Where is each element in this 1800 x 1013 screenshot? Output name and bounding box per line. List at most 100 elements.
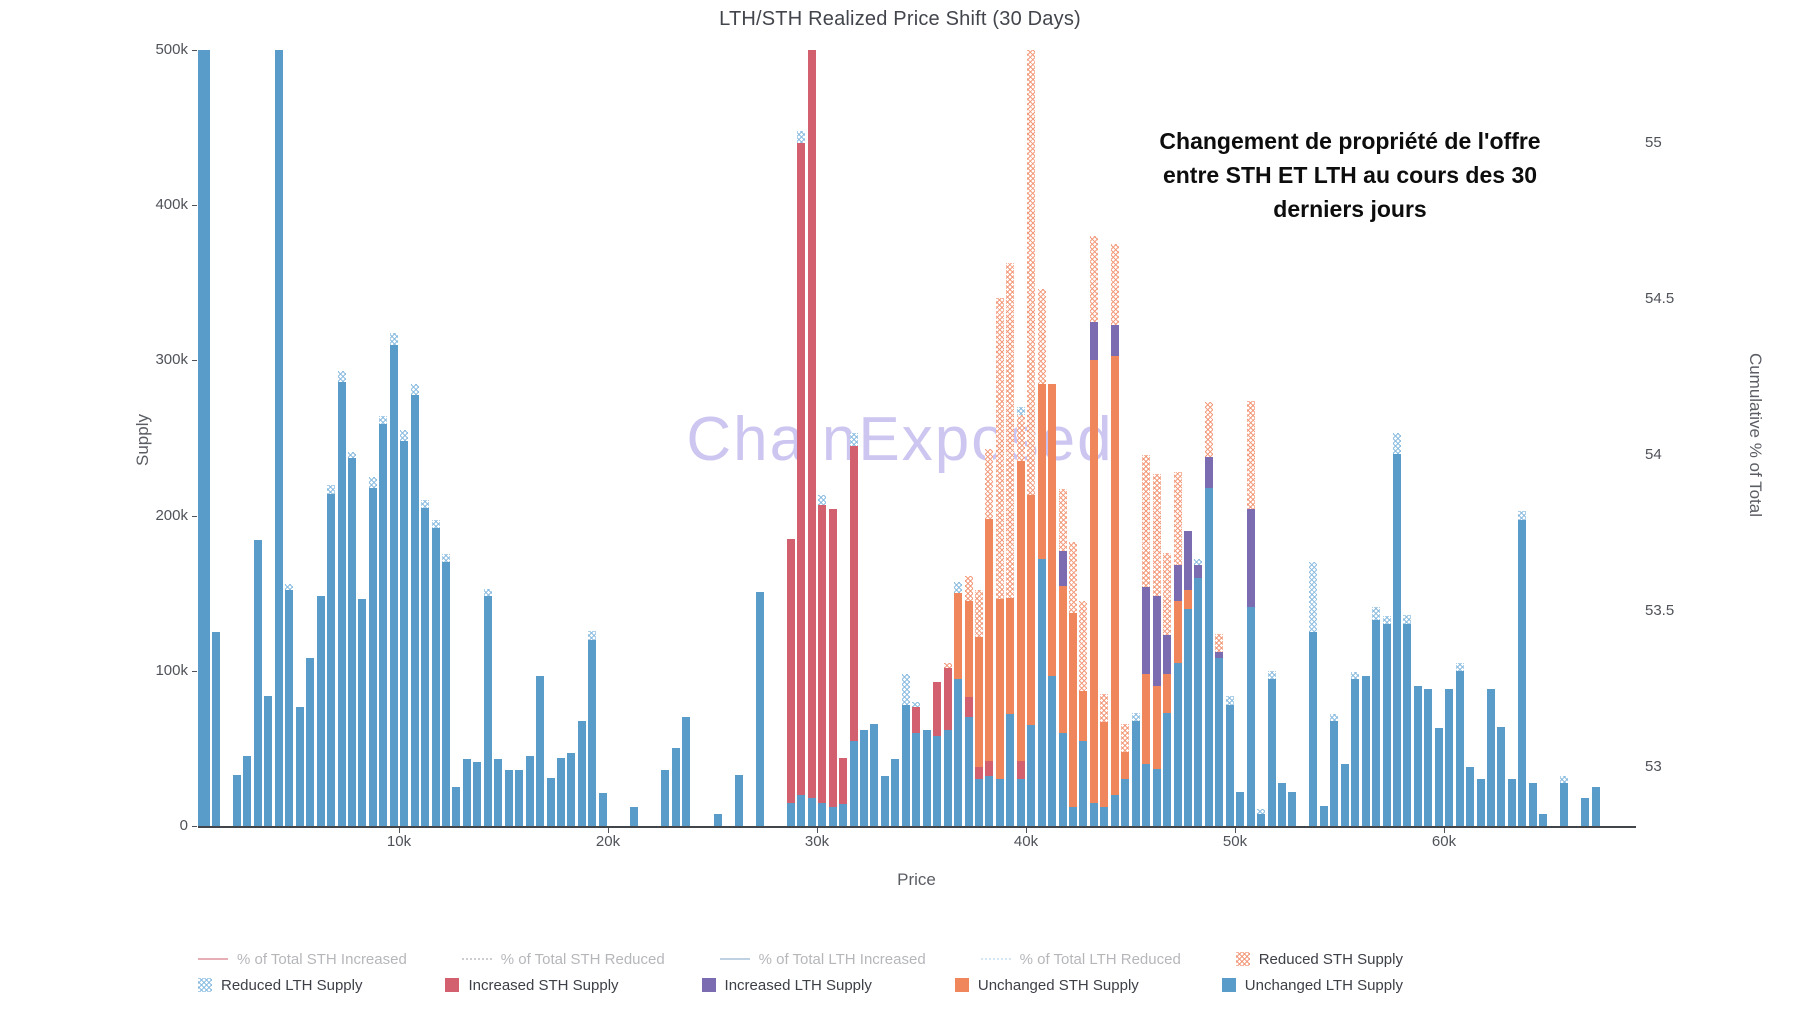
bar[interactable] [1016, 406, 1025, 826]
bar[interactable] [985, 448, 994, 826]
bar[interactable] [1319, 805, 1328, 826]
bar[interactable] [671, 748, 680, 826]
bar[interactable] [1372, 607, 1381, 826]
bar[interactable] [1403, 614, 1412, 826]
legend-item[interactable]: % of Total STH Increased [198, 951, 407, 968]
bar[interactable] [400, 430, 409, 826]
bar[interactable] [295, 706, 304, 826]
bar[interactable] [1225, 695, 1234, 826]
bar[interactable] [1560, 776, 1569, 826]
bar[interactable] [536, 675, 545, 826]
bar[interactable] [1288, 791, 1297, 826]
bar[interactable] [494, 759, 503, 826]
legend-item[interactable]: Unchanged STH Supply [954, 977, 1139, 994]
bar[interactable] [1037, 289, 1046, 826]
bar[interactable] [797, 130, 806, 826]
bar[interactable] [1267, 670, 1276, 826]
bar[interactable] [442, 554, 451, 826]
legend-item[interactable]: Increased STH Supply [445, 977, 619, 994]
bar[interactable] [567, 753, 576, 826]
bar[interactable] [1413, 686, 1422, 826]
bar[interactable] [577, 720, 586, 826]
bar[interactable] [316, 596, 325, 826]
bar[interactable] [201, 50, 210, 826]
bar[interactable] [1204, 402, 1213, 826]
legend-item[interactable]: Reduced LTH Supply [198, 977, 362, 994]
bar[interactable] [1330, 714, 1339, 826]
legend-item[interactable]: % of Total LTH Increased [719, 951, 926, 968]
bar[interactable] [860, 729, 869, 826]
bar[interactable] [1466, 767, 1475, 826]
bar[interactable] [306, 658, 315, 826]
bar[interactable] [1487, 689, 1496, 826]
bar[interactable] [922, 729, 931, 826]
bar[interactable] [870, 723, 879, 826]
bar[interactable] [734, 774, 743, 826]
bar[interactable] [243, 756, 252, 826]
bar[interactable] [1476, 779, 1485, 826]
bar[interactable] [410, 383, 419, 826]
bar[interactable] [755, 591, 764, 826]
bar[interactable] [713, 813, 722, 826]
bar[interactable] [786, 538, 795, 826]
bar[interactable] [1361, 675, 1370, 826]
bar[interactable] [1424, 689, 1433, 826]
bar[interactable] [1069, 542, 1078, 826]
bar[interactable] [1100, 694, 1109, 826]
bar[interactable] [1455, 663, 1464, 826]
bar[interactable] [974, 590, 983, 826]
bar[interactable] [1518, 511, 1527, 826]
bar[interactable] [452, 787, 461, 826]
bar[interactable] [1194, 559, 1203, 826]
bar[interactable] [1507, 779, 1516, 826]
bar[interactable] [379, 416, 388, 826]
bar[interactable] [473, 762, 482, 826]
bar[interactable] [212, 632, 221, 826]
bar[interactable] [1351, 672, 1360, 826]
legend-item[interactable]: % of Total LTH Reduced [980, 951, 1181, 968]
bar[interactable] [901, 673, 910, 826]
bar[interactable] [880, 776, 889, 826]
bar[interactable] [1142, 455, 1151, 826]
bar[interactable] [515, 770, 524, 826]
legend-item[interactable]: % of Total STH Reduced [461, 951, 665, 968]
bar[interactable] [1340, 763, 1349, 826]
bar[interactable] [891, 759, 900, 826]
bar[interactable] [588, 630, 597, 826]
bar[interactable] [828, 509, 837, 826]
bar[interactable] [389, 332, 398, 826]
legend-item[interactable]: Reduced STH Supply [1235, 951, 1403, 968]
bar[interactable] [1079, 600, 1088, 826]
bar[interactable] [504, 770, 513, 826]
bar[interactable] [1236, 791, 1245, 826]
bar[interactable] [954, 582, 963, 826]
bar[interactable] [1278, 782, 1287, 826]
bar[interactable] [598, 793, 607, 826]
bar[interactable] [630, 807, 639, 826]
bar[interactable] [1058, 489, 1067, 826]
bar[interactable] [1382, 616, 1391, 826]
bar[interactable] [1006, 262, 1015, 826]
bar[interactable] [1152, 473, 1161, 826]
bar[interactable] [431, 520, 440, 826]
bar[interactable] [1110, 244, 1119, 826]
bar[interactable] [995, 298, 1004, 826]
bar[interactable] [849, 433, 858, 826]
bar[interactable] [661, 770, 670, 826]
bar[interactable] [1581, 798, 1590, 826]
plot-area[interactable] [198, 50, 1635, 826]
bar[interactable] [839, 757, 848, 826]
bar[interactable] [1434, 728, 1443, 826]
bar[interactable] [546, 777, 555, 826]
bar[interactable] [1173, 472, 1182, 826]
bar[interactable] [807, 50, 816, 826]
bar[interactable] [1246, 400, 1255, 826]
legend-item[interactable]: Increased LTH Supply [701, 977, 872, 994]
bar[interactable] [933, 681, 942, 826]
bar[interactable] [1528, 782, 1537, 826]
bar[interactable] [1048, 383, 1057, 826]
bar[interactable] [1392, 433, 1401, 826]
bar[interactable] [1497, 726, 1506, 826]
bar[interactable] [943, 663, 952, 826]
bar[interactable] [556, 757, 565, 826]
